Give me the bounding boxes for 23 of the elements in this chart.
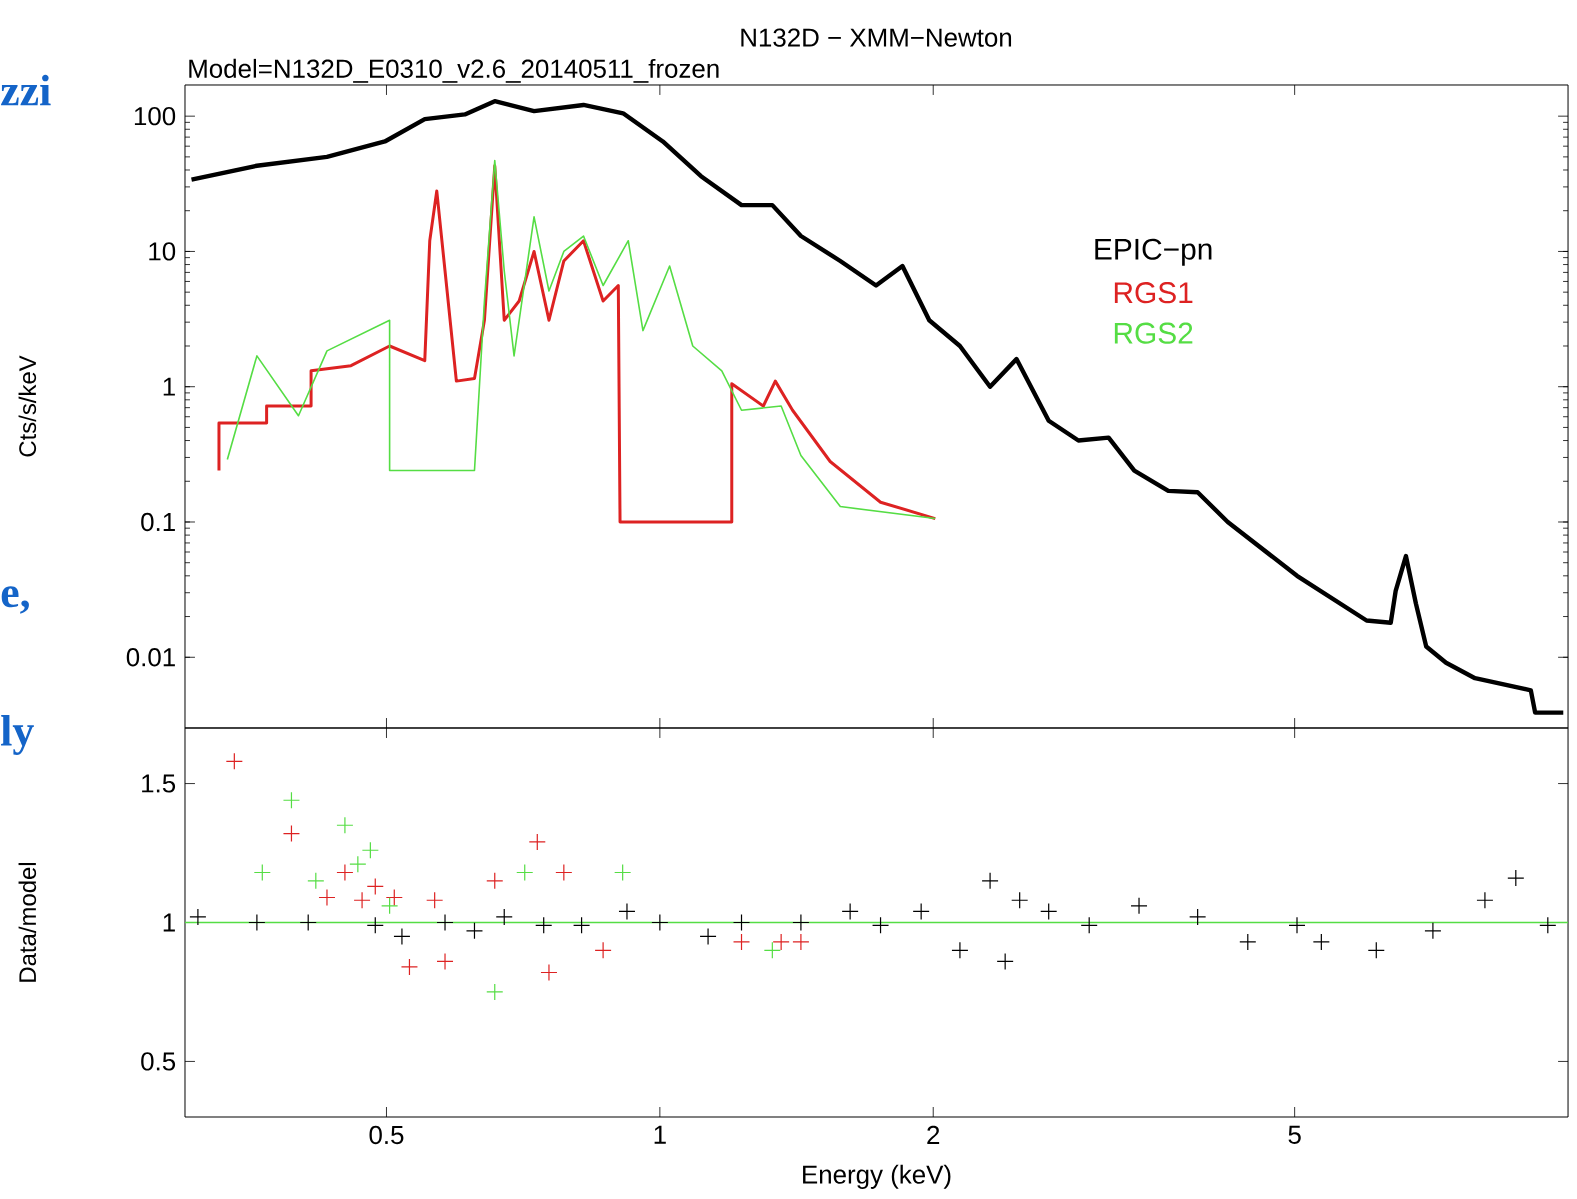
x-axis-title: Energy (keV) (803, 1164, 951, 1189)
text: zzi (1, 74, 51, 106)
text: RGS2 (1114, 322, 1193, 344)
x-tick-label: 2 (927, 1125, 940, 1144)
y-tick-label: 100 (134, 106, 176, 126)
text: e, (1, 586, 29, 614)
y-tick-label: 0.5 (141, 1052, 176, 1071)
x-tick-label: 1 (654, 1125, 666, 1144)
y-axis-title: Cts/s/keV (18, 355, 37, 457)
text: EPIC−pn (1095, 238, 1212, 266)
x-tick-label: 0.5 (369, 1125, 404, 1145)
y-tick-label: 0.1 (141, 512, 175, 532)
text: ly (1, 715, 34, 755)
y-axis-title: Data/model (18, 862, 37, 982)
text: RGS1 (1114, 282, 1193, 304)
y-tick-label: 10 (149, 242, 176, 261)
x-tick-label: 5 (1288, 1125, 1301, 1144)
chart-subtitle: Model=N132D_E0310_v2.6_20140511_frozen (189, 58, 719, 83)
y-tick-label: 0.01 (126, 648, 175, 667)
chart-title: N132D − XMM−Newton (741, 28, 1012, 47)
y-tick-label: 1.5 (142, 774, 176, 793)
y-tick-label: 1 (163, 377, 175, 396)
y-tick-label: 1 (163, 913, 175, 932)
